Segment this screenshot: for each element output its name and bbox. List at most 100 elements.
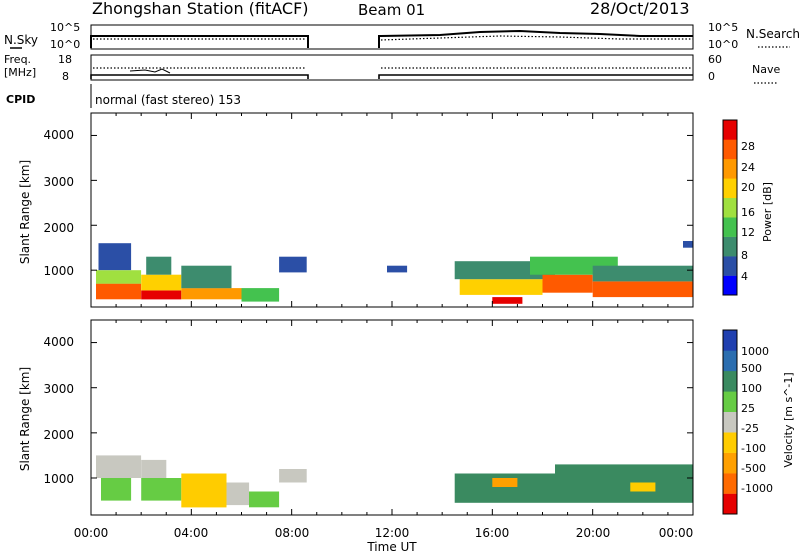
velocity-cell <box>249 491 280 508</box>
power-cell <box>98 243 132 271</box>
velocity-cbar-tick-1000: 1000 <box>741 345 769 358</box>
velocity-cell <box>181 473 227 508</box>
power-cell <box>141 290 182 300</box>
power-cell <box>96 270 142 284</box>
power-cbar-tick-28: 28 <box>741 140 755 153</box>
power-cbar-tick-4: 4 <box>741 270 748 283</box>
nsearch-label: N.Search <box>746 27 800 41</box>
freq-trace-blip <box>129 68 171 74</box>
velocityBar-swatch <box>723 350 737 372</box>
velocity-cbar-tick-m500: -500 <box>741 462 766 475</box>
velocity-cell <box>454 473 555 503</box>
nsky-tick-bottom: 10^0 <box>50 38 80 51</box>
power-cell <box>592 265 693 282</box>
power-axis-ticks <box>90 113 694 307</box>
velocityBar-swatch <box>723 330 737 351</box>
velocity-cell <box>630 482 656 492</box>
date-title: 28/Oct/2013 <box>590 0 690 18</box>
cpid-text: normal (fast stereo) 153 <box>95 93 241 107</box>
nsky-trace-a <box>90 35 309 48</box>
velocity-colorbar-frame <box>722 329 738 515</box>
xtick-0000-end: 00:00 <box>659 526 694 540</box>
powerBar-swatch <box>723 139 737 160</box>
velocity-cell <box>96 455 142 478</box>
velocity-cbar-tick-m100: -100 <box>741 442 766 455</box>
power-ytick-1000: 1000 <box>43 264 74 278</box>
power-cell <box>279 256 307 273</box>
freq-trace-b <box>378 74 693 79</box>
velocity-cell <box>101 478 132 501</box>
power-colorbar-frame <box>722 119 738 296</box>
xtick-0000: 00:00 <box>74 526 109 540</box>
velocityBar-swatch <box>723 391 737 412</box>
velocity-colorbar <box>723 330 737 515</box>
power-cell <box>241 288 280 302</box>
velocity-ylabel: Slant Range [km] <box>18 367 32 471</box>
velocity-cell <box>141 459 167 478</box>
velocity-cbar-tick-m25: -25 <box>741 422 759 435</box>
velocity-cbar-tick-25: 25 <box>741 402 755 415</box>
power-ytick-3000: 3000 <box>43 175 74 189</box>
xtick-1600: 16:00 <box>475 526 510 540</box>
beam-title: Beam 01 <box>358 1 425 19</box>
nsky-label: N.Sky <box>4 33 38 47</box>
xtick-2000: 20:00 <box>576 526 611 540</box>
velocity-cbar-tick-100: 100 <box>741 382 762 395</box>
nsky-tick-top: 10^5 <box>50 21 80 34</box>
velocity-ytick-4000: 4000 <box>43 335 74 349</box>
power-cell <box>141 274 182 291</box>
power-ytick-4000: 4000 <box>43 128 74 142</box>
freq-trace-a <box>90 74 309 79</box>
xtick-0400: 04:00 <box>174 526 209 540</box>
powerBar-swatch <box>723 275 737 296</box>
power-cbar-label: Power [dB] <box>761 182 774 242</box>
velocityBar-swatch <box>723 452 737 474</box>
power-ytick-2000: 2000 <box>43 221 74 235</box>
xtick-0800: 08:00 <box>275 526 310 540</box>
power-cbar-tick-12: 12 <box>741 226 755 239</box>
power-cell <box>146 256 172 275</box>
xaxis-label: Time UT <box>366 540 417 554</box>
velocity-cell <box>226 482 250 506</box>
nsearch-trace-b <box>380 35 693 41</box>
power-cell <box>181 288 242 300</box>
velocityBar-swatch <box>723 493 737 515</box>
velocity-cbar-tick-500: 500 <box>741 362 762 375</box>
velocityBar-swatch <box>723 370 737 392</box>
power-cell <box>683 241 693 248</box>
cpid-label: CPID <box>6 93 35 106</box>
powerBar-swatch <box>723 120 737 140</box>
velocityBar-swatch <box>723 432 737 453</box>
nave-label: Nave <box>752 63 780 76</box>
freq-tick-top: 18 <box>58 53 72 66</box>
velocityBar-swatch <box>723 473 737 494</box>
powerBar-swatch <box>723 197 737 218</box>
velocity-ytick-1000: 1000 <box>43 472 74 486</box>
power-cell <box>492 297 523 304</box>
power-heatmap <box>96 241 693 304</box>
velocity-heatmap <box>96 455 693 508</box>
station-title: Zhongshan Station (fitACF) <box>92 0 309 18</box>
powerBar-swatch <box>723 236 737 257</box>
nave-tick-bottom: 0 <box>708 70 715 83</box>
power-cbar-tick-20: 20 <box>741 181 755 194</box>
power-colorbar <box>723 120 737 296</box>
power-cell <box>96 283 142 300</box>
velocityBar-swatch <box>723 411 737 433</box>
power-cbar-tick-8: 8 <box>741 249 748 262</box>
powerBar-swatch <box>723 158 737 179</box>
powerBar-swatch <box>723 256 737 276</box>
nsky-trace-b <box>378 29 693 48</box>
velocity-cbar-label: Velocity [m s^-1] <box>782 372 795 467</box>
powerBar-swatch <box>723 178 737 198</box>
nsearch-tick-top: 10^5 <box>708 21 738 34</box>
power-cell <box>181 265 232 289</box>
power-cell <box>459 279 543 295</box>
velocity-cbar-tick-m1000: -1000 <box>741 482 773 495</box>
velocity-ytick-3000: 3000 <box>43 382 74 396</box>
nave-tick-top: 60 <box>708 53 722 66</box>
powerBar-swatch <box>723 217 737 237</box>
velocity-cell <box>555 464 693 503</box>
power-cbar-tick-24: 24 <box>741 161 755 174</box>
power-cell <box>542 274 593 293</box>
